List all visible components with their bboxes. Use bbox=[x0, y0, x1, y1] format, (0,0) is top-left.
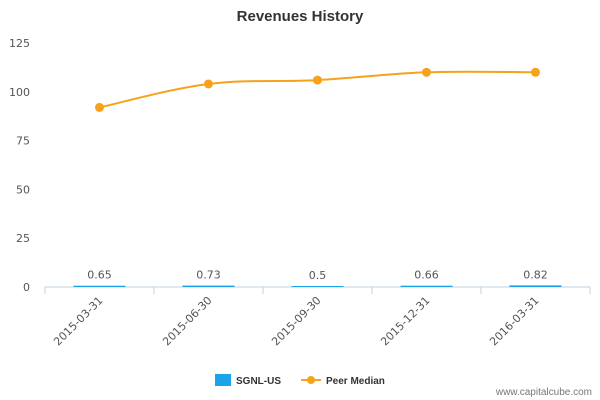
y-axis: 0 25 50 75 100 125 bbox=[9, 37, 30, 294]
bar-data-label: 0.5 bbox=[309, 269, 327, 282]
x-tick-label: 2015-09-30 bbox=[269, 294, 323, 348]
bar-data-label: 0.66 bbox=[414, 269, 439, 282]
x-tick-label: 2015-06-30 bbox=[160, 294, 214, 348]
legend-label-sgnl-us[interactable]: SGNL-US bbox=[236, 376, 281, 387]
legend-swatch-sgnl-us[interactable] bbox=[215, 374, 231, 386]
line-series-peer-median bbox=[95, 67, 540, 112]
bar[interactable] bbox=[400, 285, 453, 287]
y-tick-label: 100 bbox=[9, 86, 30, 99]
x-tick-label: 2015-12-31 bbox=[378, 294, 432, 348]
legend-label-peer-median[interactable]: Peer Median bbox=[326, 376, 385, 387]
x-axis: 2015-03-31 2015-06-30 2015-09-30 2015-12-31… bbox=[44, 286, 591, 348]
line-point[interactable] bbox=[531, 67, 540, 77]
bar-data-labels: 0.65 0.73 0.5 0.66 0.82 bbox=[87, 268, 548, 282]
line-point[interactable] bbox=[204, 79, 213, 89]
y-tick-label: 125 bbox=[9, 37, 30, 50]
x-tick-label: 2016-03-31 bbox=[487, 294, 541, 348]
chart-title: Revenues History bbox=[237, 8, 364, 25]
credit-text[interactable]: www.capitalcube.com bbox=[495, 387, 592, 398]
bar-data-label: 0.82 bbox=[523, 268, 548, 281]
y-tick-label: 0 bbox=[23, 281, 30, 294]
bar[interactable] bbox=[73, 285, 126, 287]
line-point[interactable] bbox=[422, 67, 431, 77]
y-tick-label: 25 bbox=[16, 232, 30, 245]
bar[interactable] bbox=[182, 285, 235, 287]
bar[interactable] bbox=[291, 286, 344, 287]
bar[interactable] bbox=[509, 285, 562, 287]
line-point[interactable] bbox=[313, 75, 322, 85]
y-tick-label: 50 bbox=[16, 183, 30, 196]
bar-series-sgnl-us bbox=[73, 285, 562, 287]
line-point[interactable] bbox=[95, 102, 104, 112]
legend[interactable]: SGNL-US Peer Median bbox=[215, 374, 385, 387]
bar-data-label: 0.65 bbox=[87, 269, 112, 282]
y-tick-label: 75 bbox=[16, 135, 30, 148]
bar-data-label: 0.73 bbox=[196, 269, 221, 282]
legend-swatch-peer-median-marker[interactable] bbox=[307, 376, 315, 384]
x-tick-label: 2015-03-31 bbox=[51, 294, 105, 348]
